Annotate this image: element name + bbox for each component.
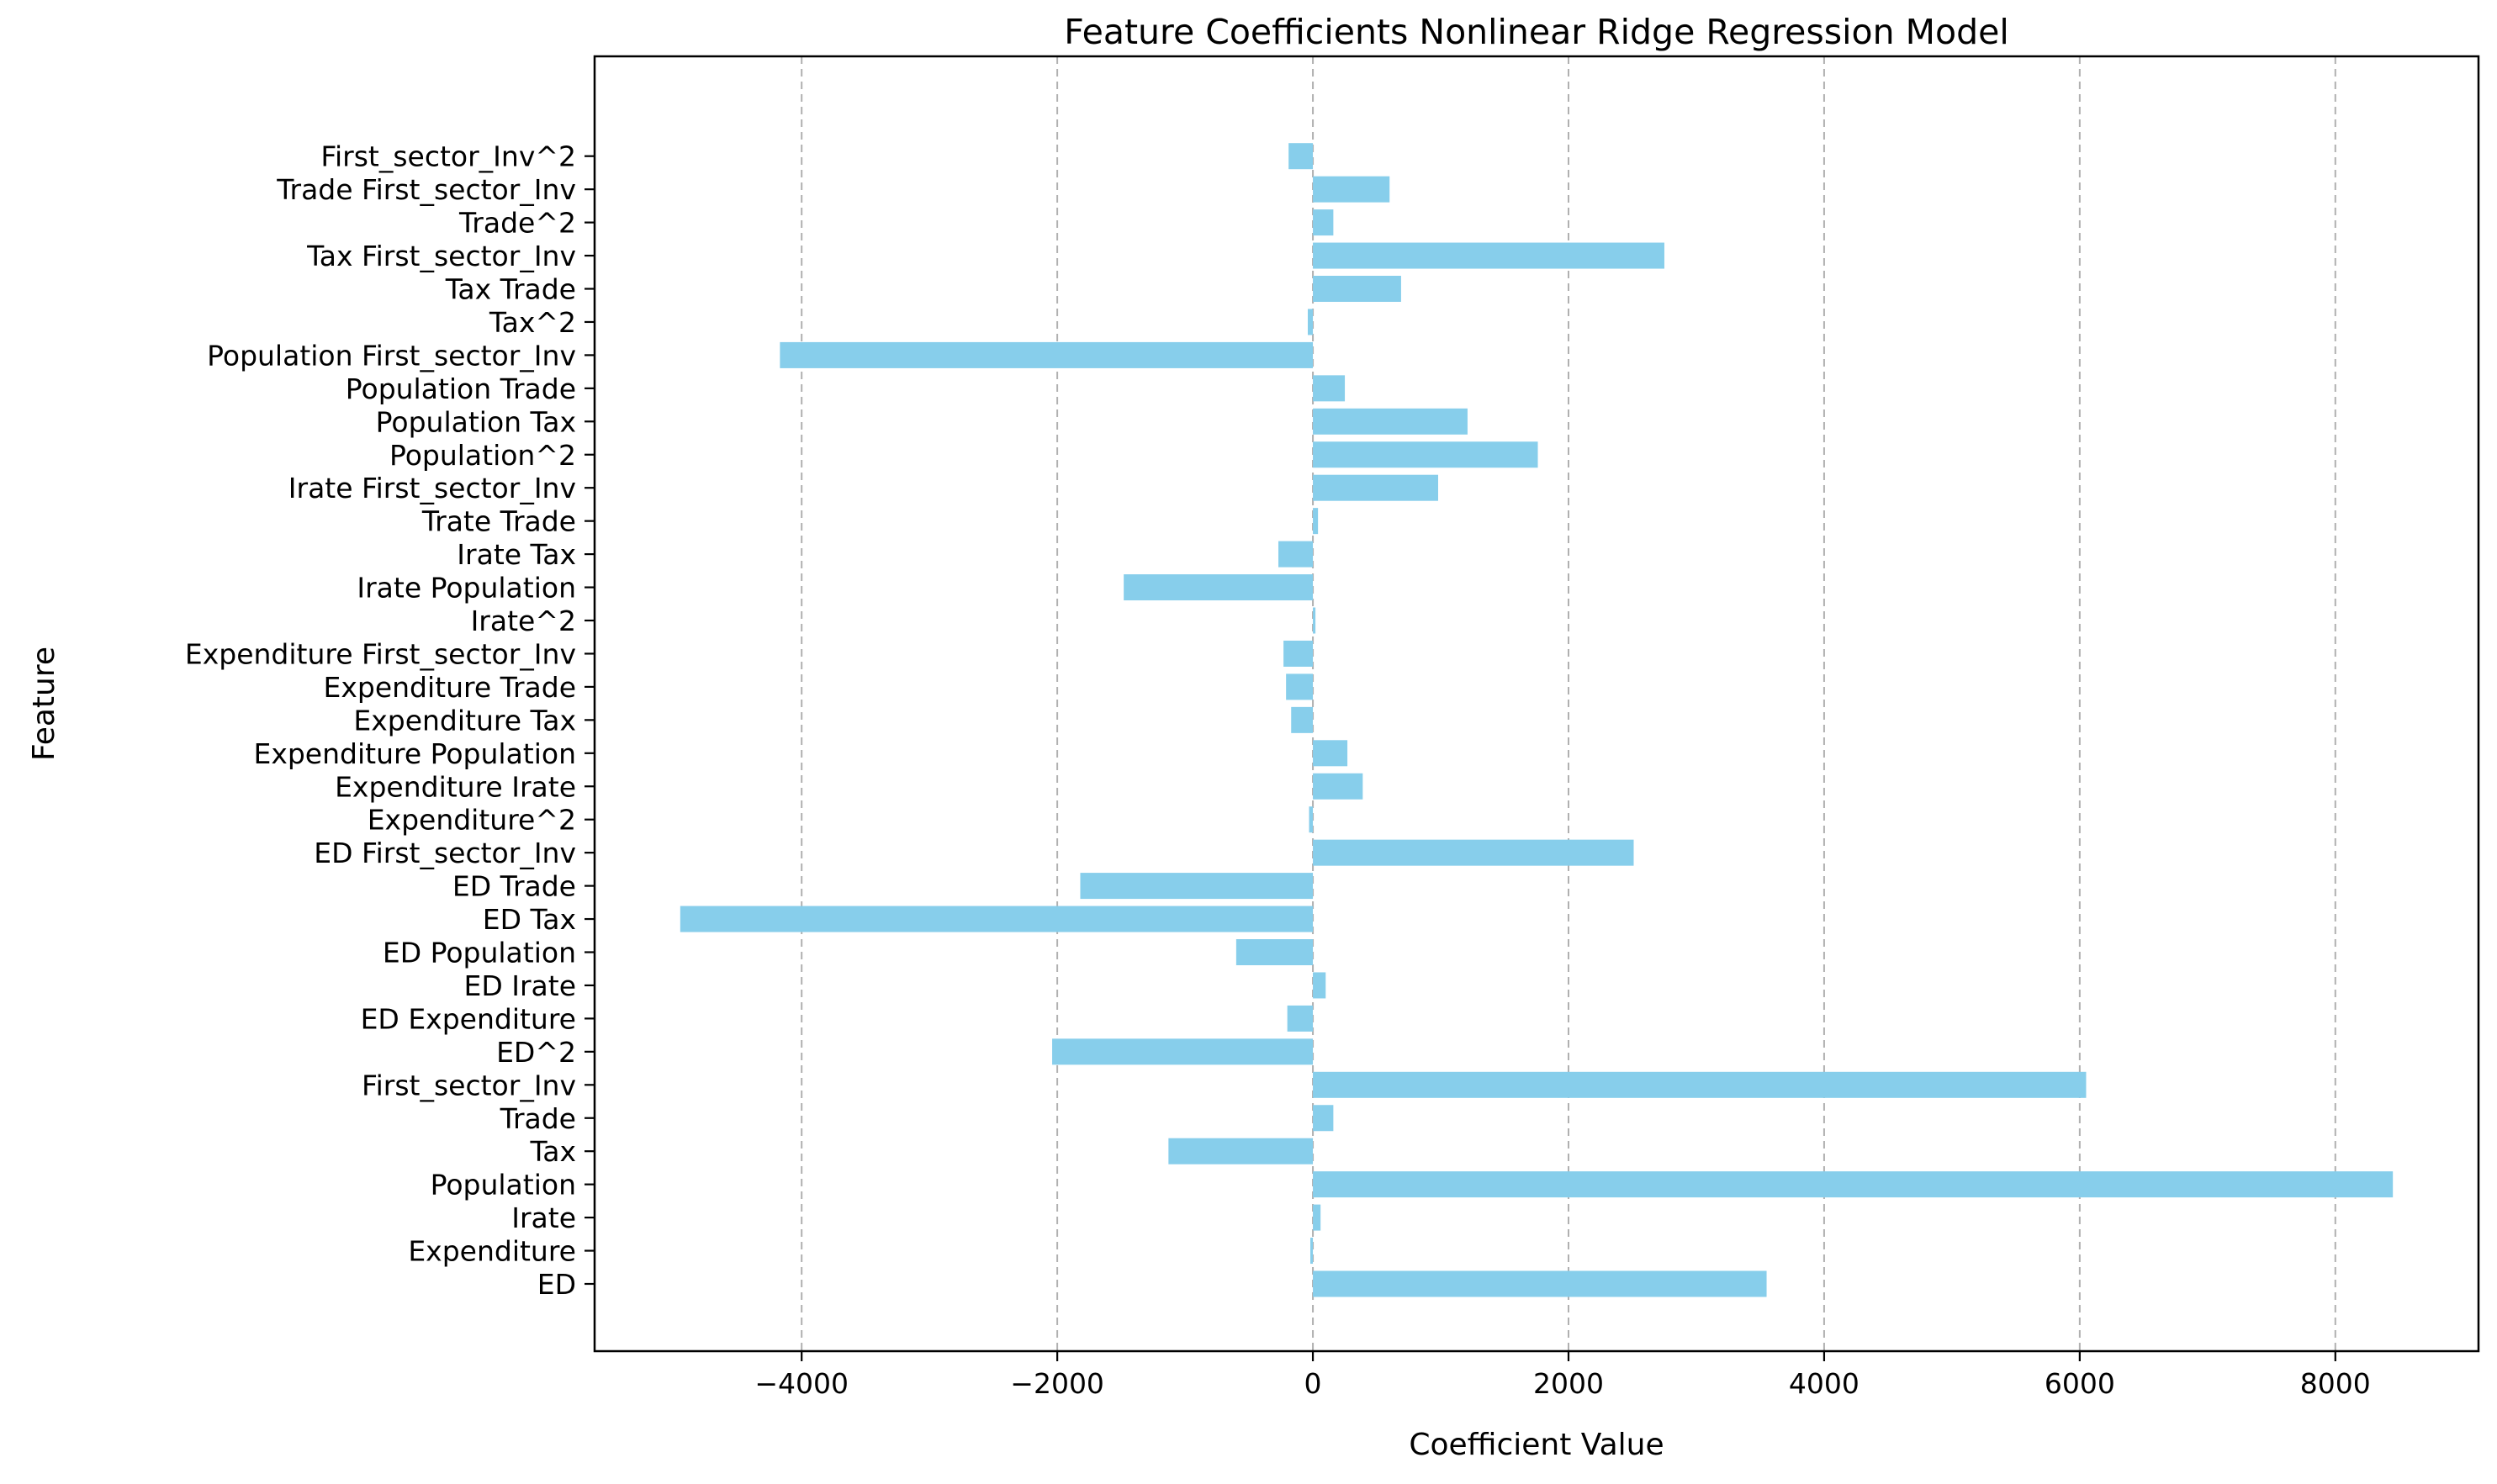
y-tick-label: Tax Trade [445, 273, 576, 306]
bar-first-sector-inv [1313, 1071, 2087, 1098]
x-tick-label: −4000 [754, 1367, 849, 1400]
bar-trade-first-sector-inv [1313, 176, 1390, 203]
y-tick-label: Irate^2 [471, 605, 576, 637]
bar-trade-2 [1313, 209, 1334, 236]
bar-expenditure [1310, 1238, 1314, 1265]
x-tick-label: 2000 [1533, 1367, 1604, 1400]
y-tick-label: Irate Population [357, 572, 576, 605]
bar-ed [1313, 1270, 1767, 1297]
y-tick-label: Expenditure Population [253, 737, 576, 770]
y-tick-label: Tax [530, 1135, 576, 1168]
bar-population [1313, 1171, 2394, 1198]
y-tick-label: Population First_sector_Inv [207, 339, 576, 372]
bar-ed-population [1235, 939, 1314, 965]
y-axis-ticks: EDExpenditureIratePopulationTaxTradeFirs… [185, 140, 595, 1301]
bar-population-trade [1313, 375, 1346, 402]
y-tick-label: Irate [511, 1201, 576, 1234]
bar-ed-first-sector-inv [1313, 839, 1634, 866]
y-tick-label: Expenditure^2 [368, 804, 576, 837]
bar-irate-2 [1313, 607, 1316, 634]
y-tick-label: ED Tax [483, 903, 576, 936]
y-tick-label: First_sector_Inv^2 [320, 140, 576, 173]
grid-lines [801, 56, 2336, 1351]
bar-irate-population [1124, 574, 1314, 601]
bar-ed-tax [680, 906, 1314, 932]
y-tick-label: Population Tax [376, 405, 576, 438]
bar-tax-trade [1313, 276, 1401, 302]
chart-title: Feature Coefficients Nonlinear Ridge Reg… [1064, 12, 2008, 52]
y-tick-label: Expenditure Irate [335, 770, 576, 803]
bar-population-2 [1313, 441, 1538, 468]
bar-expenditure-trade [1286, 673, 1314, 700]
bars [680, 143, 2394, 1297]
bar-expenditure-population [1313, 740, 1348, 767]
bar-expenditure-2 [1309, 806, 1314, 833]
y-tick-label: Population Trade [346, 372, 576, 405]
y-tick-label: Tax^2 [489, 306, 576, 339]
y-tick-label: Expenditure Tax [353, 704, 576, 737]
bar-trade [1313, 1105, 1334, 1132]
y-tick-label: Expenditure Trade [324, 671, 577, 704]
bar-first-sector-inv-2 [1288, 143, 1314, 170]
bar-ed-irate [1313, 972, 1326, 999]
y-tick-label: ED Expenditure [361, 1002, 576, 1035]
y-tick-label: ED First_sector_Inv [314, 837, 576, 869]
bar-expenditure-first-sector-inv [1283, 640, 1314, 667]
bar-irate-tax [1278, 541, 1314, 568]
y-tick-label: Expenditure [408, 1235, 576, 1268]
bar-tax-2 [1307, 309, 1314, 335]
y-tick-label: Population [431, 1169, 576, 1201]
y-tick-label: ED Population [383, 937, 576, 969]
y-tick-label: ED Irate [463, 969, 576, 1002]
y-tick-label: Irate Tax [457, 538, 576, 571]
bar-irate-first-sector-inv [1313, 474, 1438, 501]
y-tick-label: Trade^2 [458, 207, 576, 240]
plot-frame [593, 55, 2480, 1353]
x-axis-label: Coefficient Value [1409, 1428, 1664, 1462]
y-tick-label: Population^2 [389, 439, 576, 472]
bar-irate [1313, 1204, 1321, 1231]
bar-trate-trade [1313, 508, 1319, 535]
bar-population-first-sector-inv [780, 341, 1314, 368]
y-tick-label: ED^2 [496, 1036, 576, 1069]
x-tick-label: 6000 [2045, 1367, 2115, 1400]
bar-expenditure-tax [1291, 706, 1314, 733]
y-axis-label: Feature [27, 647, 61, 761]
y-tick-label: ED Trade [452, 870, 576, 903]
y-tick-label: Trade First_sector_Inv [276, 173, 576, 206]
bar-population-tax [1313, 408, 1468, 435]
y-tick-label: Trate Trade [421, 505, 576, 538]
y-tick-label: ED [537, 1268, 576, 1301]
x-axis-ticks: −4000 −2000 0 2000 4000 6000 8000 [754, 1351, 2371, 1400]
y-tick-label: First_sector_Inv [362, 1069, 576, 1101]
y-tick-label: Expenditure First_sector_Inv [185, 637, 576, 670]
x-tick-label: 8000 [2300, 1367, 2371, 1400]
x-tick-label: 4000 [1789, 1367, 1860, 1400]
bar-expenditure-irate [1313, 773, 1363, 800]
bar-ed-trade [1080, 873, 1314, 900]
x-tick-label: −2000 [1010, 1367, 1104, 1400]
y-tick-label: Trade [500, 1102, 576, 1135]
bar-ed-2 [1052, 1038, 1314, 1065]
bar-tax [1168, 1138, 1314, 1164]
x-tick-label: 0 [1304, 1367, 1322, 1400]
bar-tax-first-sector-inv [1313, 242, 1664, 269]
y-tick-label: Irate First_sector_Inv [288, 472, 576, 504]
y-tick-label: Tax First_sector_Inv [306, 240, 576, 272]
bar-ed-expenditure [1287, 1005, 1314, 1032]
